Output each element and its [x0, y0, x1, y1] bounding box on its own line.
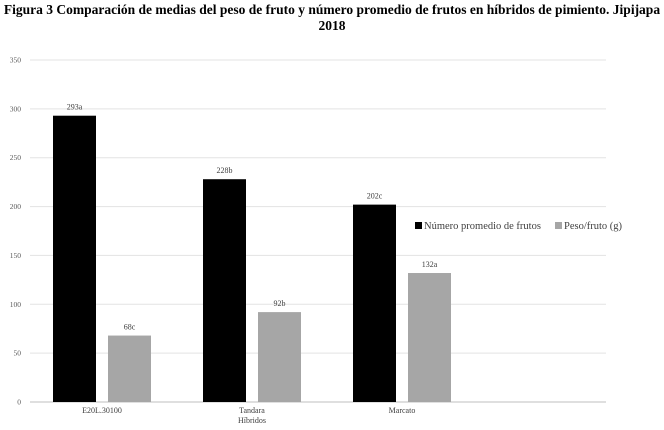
- legend: Número promedio de frutos Peso/fruto (g): [415, 221, 623, 232]
- bar-numero-frutos: [203, 179, 246, 402]
- y-tick-label: 200: [10, 202, 22, 211]
- y-tick-label: 250: [10, 153, 22, 162]
- legend-swatch: [415, 222, 422, 229]
- data-labels: 293a 68c 228b 92b 202c 132a: [67, 103, 438, 332]
- bar-numero-frutos: [353, 204, 396, 402]
- y-axis-ticks: 0 50 100 150 200 250 300 350: [10, 56, 22, 407]
- data-label: 132a: [422, 260, 438, 269]
- legend-label: Número promedio de frutos: [424, 221, 541, 232]
- x-category-label: E20L.30100: [82, 406, 122, 415]
- bar-peso-fruto: [258, 312, 301, 402]
- y-tick-label: 350: [10, 56, 22, 65]
- y-tick-label: 150: [10, 251, 22, 260]
- legend-swatch: [555, 222, 562, 229]
- data-label: 202c: [367, 192, 383, 201]
- data-label: 68c: [124, 323, 136, 332]
- figure-title: Figura 3 Comparación de medias del peso …: [3, 2, 661, 33]
- legend-label: Peso/fruto (g): [564, 221, 623, 232]
- bar-numero-frutos: [53, 115, 96, 402]
- data-label: 228b: [217, 166, 233, 175]
- y-tick-label: 100: [10, 300, 22, 309]
- data-label: 293a: [67, 103, 83, 112]
- x-axis-title: Híbridos: [238, 416, 266, 425]
- bar-peso-fruto: [108, 335, 151, 402]
- y-tick-label: 0: [17, 398, 21, 407]
- x-category-label: Marcato: [389, 406, 416, 415]
- y-tick-label: 50: [14, 349, 22, 358]
- x-axis-categories: E20L.30100 Tandara Marcato: [82, 406, 415, 415]
- bars: [53, 115, 451, 402]
- bar-peso-fruto: [408, 273, 451, 402]
- data-label: 92b: [274, 299, 286, 308]
- x-category-label: Tandara: [239, 406, 265, 415]
- y-tick-label: 300: [10, 104, 22, 113]
